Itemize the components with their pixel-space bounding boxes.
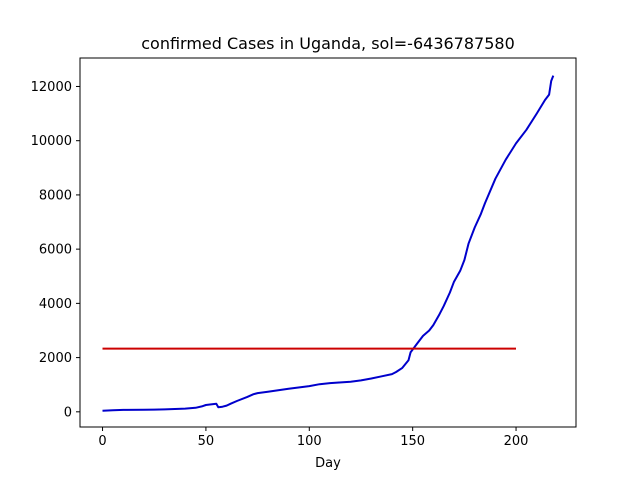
x-tick-label: 100 [297, 434, 322, 449]
chart-title: confirmed Cases in Uganda, sol=-64367875… [141, 34, 515, 53]
plot-area [102, 75, 555, 412]
x-tick-label: 0 [98, 434, 106, 449]
axes-frame [79, 57, 577, 428]
y-tick-label: 0 [64, 405, 72, 420]
x-tick-label: 50 [198, 434, 215, 449]
x-axis-label: Day [315, 456, 341, 471]
x-tick-label: 200 [504, 434, 529, 449]
x-axis: 0 50 100 150 200 [98, 427, 528, 449]
y-tick-label: 8000 [39, 188, 72, 203]
y-tick-label: 10000 [31, 134, 72, 149]
y-tick-label: 6000 [39, 243, 72, 258]
y-tick-label: 2000 [39, 351, 72, 366]
y-tick-label: 12000 [31, 80, 72, 95]
y-tick-label: 4000 [39, 297, 72, 312]
series-line-1 [102, 75, 555, 412]
x-tick-label: 150 [400, 434, 425, 449]
y-axis: 0 2000 4000 6000 8000 10000 12000 [31, 80, 80, 420]
